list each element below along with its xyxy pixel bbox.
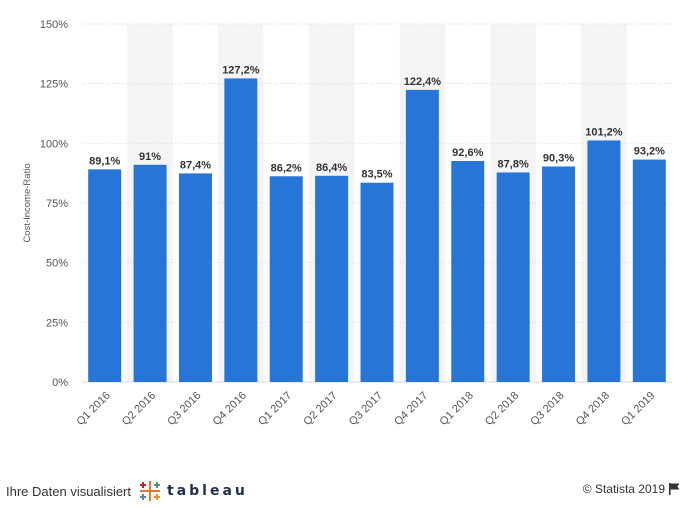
x-tick-label: Q1 2016	[74, 390, 112, 428]
data-label: 89,1%	[89, 155, 120, 167]
y-tick-label: 150%	[40, 19, 68, 31]
x-tick-label: Q3 2016	[165, 390, 203, 428]
bar	[88, 169, 122, 382]
bar	[269, 176, 303, 382]
tableau-wordmark: tableau	[167, 483, 248, 499]
bar	[542, 166, 576, 382]
y-tick-label: 50%	[46, 258, 68, 270]
x-tick-label: Q1 2017	[256, 390, 294, 428]
bar	[632, 159, 666, 382]
bar	[133, 164, 167, 382]
x-tick-label: Q2 2017	[301, 390, 339, 428]
bar	[451, 160, 485, 382]
x-tick-label: Q3 2018	[528, 390, 566, 428]
flag-icon[interactable]	[669, 483, 680, 495]
data-label: 86,4%	[316, 162, 347, 174]
footer-right: © Statista 2019	[583, 482, 680, 496]
data-label: 92,6%	[452, 147, 483, 159]
bar	[405, 89, 439, 382]
x-tick-label: Q4 2017	[392, 390, 430, 428]
data-label: 83,5%	[361, 169, 392, 181]
x-tick-label: Q2 2018	[483, 390, 521, 428]
copyright-text: © Statista 2019	[582, 482, 665, 496]
data-label: 90,3%	[543, 152, 574, 164]
y-axis-title: Cost-Income-Ratio	[22, 163, 33, 242]
y-tick-label: 125%	[40, 79, 68, 91]
y-tick-label: 25%	[46, 317, 68, 329]
x-tick-label: Q4 2016	[211, 390, 249, 428]
data-label: 86,2%	[271, 162, 302, 174]
tableau-logo-icon	[140, 481, 160, 501]
data-label: 87,4%	[180, 159, 211, 171]
x-tick-label: Q3 2017	[347, 390, 385, 428]
bar-chart: 0% 25% 50% 75% 100% 125% 150% Cost-Income-Ratio…	[22, 19, 672, 428]
bar	[360, 182, 394, 382]
bar	[224, 78, 258, 382]
footer-left-text: Ihre Daten visualisiert	[6, 483, 131, 499]
x-tick-label: Q4 2018	[574, 390, 612, 428]
y-tick-label: 75%	[46, 198, 68, 210]
footer-left: Ihre Daten visualisiert tableau	[6, 480, 248, 502]
x-tick-label: Q1 2018	[438, 390, 476, 428]
data-label: 127,2%	[222, 64, 260, 76]
bar	[587, 140, 621, 382]
data-label: 91%	[139, 151, 161, 163]
data-label: 87,8%	[498, 158, 529, 170]
y-tick-label: 0%	[52, 377, 68, 389]
x-tick-label: Q1 2019	[619, 390, 657, 428]
bar	[178, 173, 212, 382]
data-label: 93,2%	[634, 146, 665, 158]
data-label: 101,2%	[585, 126, 623, 138]
data-label: 122,4%	[404, 76, 442, 88]
y-tick-label: 100%	[40, 138, 68, 150]
x-tick-label: Q2 2016	[120, 390, 158, 428]
bar	[315, 175, 349, 382]
bar	[496, 172, 530, 382]
